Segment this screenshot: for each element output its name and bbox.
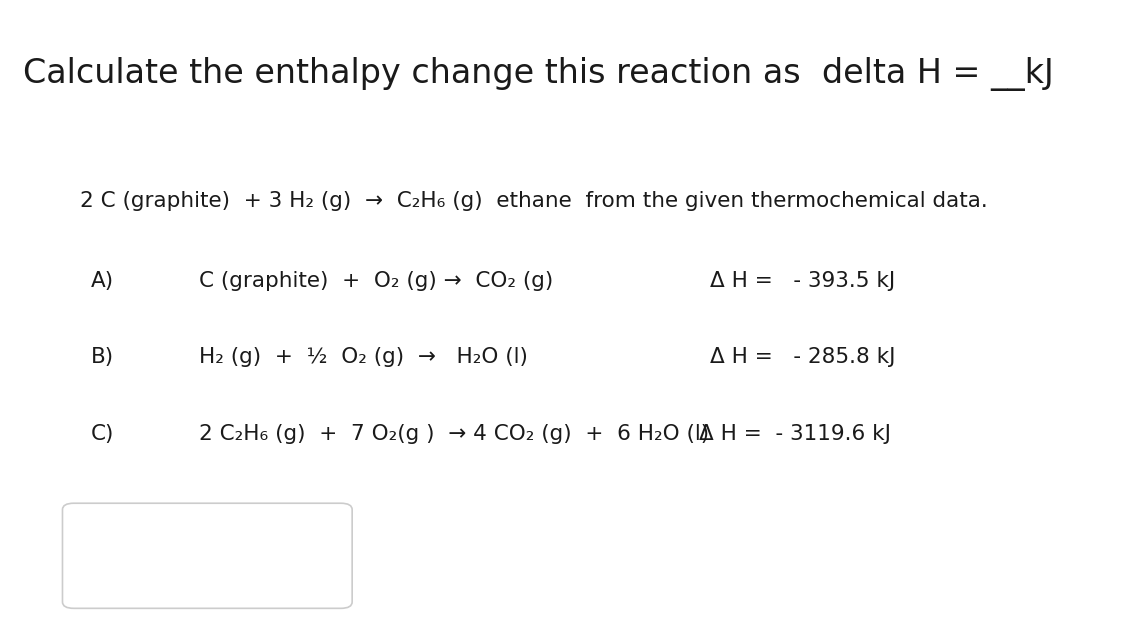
Text: 2 C (graphite)  + 3 H₂ (g)  →  C₂H₆ (g)  ethane  from the given thermochemical d: 2 C (graphite) + 3 H₂ (g) → C₂H₆ (g) eth… [80, 191, 987, 211]
Text: C): C) [91, 424, 115, 443]
FancyBboxPatch shape [62, 503, 352, 608]
Text: Δ H =   - 393.5 kJ: Δ H = - 393.5 kJ [710, 271, 895, 290]
Text: B): B) [91, 347, 114, 367]
Text: 2 C₂H₆ (g)  +  7 O₂(g )  → 4 CO₂ (g)  +  6 H₂O (l): 2 C₂H₆ (g) + 7 O₂(g ) → 4 CO₂ (g) + 6 H₂… [199, 424, 709, 443]
Text: Δ H =   - 285.8 kJ: Δ H = - 285.8 kJ [710, 347, 895, 367]
Text: A): A) [91, 271, 114, 290]
Text: H₂ (g)  +  ½  O₂ (g)  →   H₂O (l): H₂ (g) + ½ O₂ (g) → H₂O (l) [199, 347, 528, 367]
Text: Calculate the enthalpy change this reaction as  delta H = __kJ: Calculate the enthalpy change this react… [23, 57, 1053, 91]
Text: C (graphite)  +  O₂ (g) →  CO₂ (g): C (graphite) + O₂ (g) → CO₂ (g) [199, 271, 553, 290]
Text: Δ H =  - 3119.6 kJ: Δ H = - 3119.6 kJ [699, 424, 891, 443]
